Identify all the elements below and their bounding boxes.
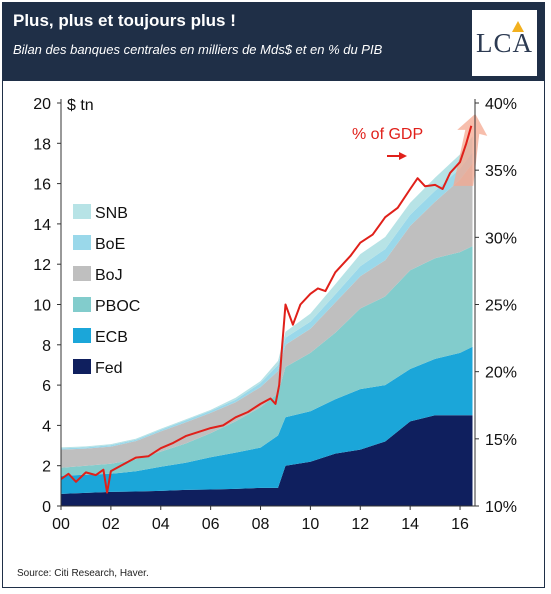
legend-label-snb: SNB — [95, 205, 128, 222]
gdp-series — [60, 113, 488, 494]
y-tick-label: 16 — [33, 177, 51, 194]
stacked-areas — [61, 136, 473, 506]
y2-tick-label: 40% — [485, 96, 517, 113]
area-ecb — [61, 346, 473, 494]
legend-swatch-fed — [73, 359, 91, 374]
source-note: Source: Citi Research, Haver. — [17, 568, 149, 579]
area-fed — [61, 415, 473, 506]
legend-swatch-snb — [73, 204, 91, 219]
gdp-label-arrow-icon — [387, 152, 407, 160]
x-tick-label: 00 — [52, 516, 70, 533]
y-tick-label: 20 — [33, 96, 51, 113]
y-tick-label: 12 — [33, 257, 51, 274]
y-tick-label: 0 — [42, 499, 51, 516]
lca-logo: LCA — [472, 10, 537, 76]
legend-swatch-boe — [73, 235, 91, 250]
y-tick-label: 10 — [33, 298, 51, 315]
legend: SNB BoE BoJ PBOC ECB Fed — [73, 204, 140, 377]
legend-label-fed: Fed — [95, 360, 123, 377]
gdp-series-label: % of GDP — [352, 126, 423, 143]
x-tick-label: 04 — [152, 516, 170, 533]
axes: 0246810121416182010%15%20%25%30%35%40%00… — [33, 96, 517, 533]
y-tick-label: 6 — [42, 378, 51, 395]
header-banner: Plus, plus et toujours plus ! Bilan des … — [3, 3, 544, 81]
x-tick-label: 14 — [401, 516, 419, 533]
chart-card: Plus, plus et toujours plus ! Bilan des … — [2, 2, 545, 588]
legend-label-pboc: PBOC — [95, 298, 140, 315]
x-tick-label: 02 — [102, 516, 120, 533]
x-tick-label: 10 — [301, 516, 319, 533]
y2-tick-label: 15% — [485, 432, 517, 449]
x-tick-label: 08 — [252, 516, 270, 533]
gdp-trend-arrow-icon — [453, 113, 488, 186]
y-tick-label: 2 — [42, 459, 51, 476]
y-tick-label: 18 — [33, 136, 51, 153]
x-tick-label: 06 — [202, 516, 220, 533]
y2-tick-label: 35% — [485, 163, 517, 180]
chart-title: Plus, plus et toujours plus ! — [13, 11, 236, 30]
y-tick-label: 8 — [42, 338, 51, 355]
legend-label-boe: BoE — [95, 236, 125, 253]
legend-swatch-ecb — [73, 328, 91, 343]
logo-text: LCA — [476, 28, 533, 58]
y2-tick-label: 30% — [485, 230, 517, 247]
x-tick-label: 12 — [351, 516, 369, 533]
gdp-line — [60, 125, 473, 494]
y-axis-unit-label: $ tn — [67, 97, 94, 114]
x-tick-label: 16 — [451, 516, 469, 533]
y-tick-label: 14 — [33, 217, 51, 234]
y2-tick-label: 25% — [485, 298, 517, 315]
y-tick-label: 4 — [42, 418, 51, 435]
legend-swatch-pboc — [73, 297, 91, 312]
logo-accent-icon — [512, 21, 524, 32]
chart-subtitle: Bilan des banques centrales en milliers … — [13, 42, 383, 57]
legend-label-boj: BoJ — [95, 267, 123, 284]
legend-label-ecb: ECB — [95, 329, 128, 346]
legend-swatch-boj — [73, 266, 91, 281]
chart-svg: 0246810121416182010%15%20%25%30%35%40%00… — [33, 96, 517, 533]
y2-tick-label: 20% — [485, 365, 517, 382]
area-pboc — [61, 246, 473, 476]
y2-tick-label: 10% — [485, 499, 517, 516]
